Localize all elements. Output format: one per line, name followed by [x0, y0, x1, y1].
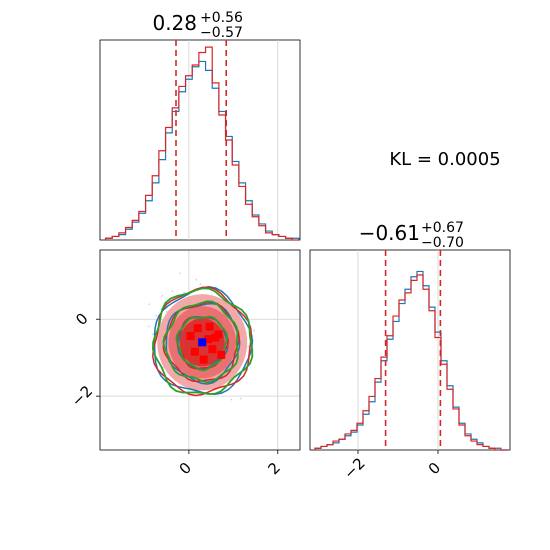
contour-histogram-pixels: [186, 322, 226, 364]
density-pixel-9: [205, 322, 214, 331]
hist-param1-title-median: 0.28: [152, 11, 197, 35]
hist-param1-series: [104, 46, 300, 241]
sample-dot: [195, 278, 198, 281]
contour-x-tick-label-0: 0: [176, 459, 195, 478]
density-pixel-1: [208, 345, 217, 354]
sample-dot: [178, 272, 181, 275]
hist-param1-title-plus: +0.56: [200, 10, 243, 26]
sample-dot: [230, 398, 233, 401]
hist-param1-title-minus: −0.57: [200, 25, 243, 41]
hist-param2-grid: [357, 250, 439, 450]
sample-dot: [148, 325, 150, 328]
sample-dot: [151, 333, 154, 336]
sample-dot: [165, 310, 168, 313]
sample-dot: [171, 290, 174, 293]
sample-dot: [199, 283, 202, 286]
hist-param1-quantile-lines: [175, 40, 228, 240]
hist-param1-frame: [99, 39, 301, 241]
sample-dot: [239, 397, 242, 400]
contour-y-tick-label-0: 0: [72, 309, 91, 328]
density-pixel-4: [193, 324, 202, 333]
hist-series-0-step: [104, 60, 300, 240]
density-pixel-8: [186, 332, 195, 341]
kl-annotation: KL = 0.0005: [389, 149, 500, 170]
sample-dot: [253, 329, 256, 332]
sample-dot: [155, 314, 158, 317]
contour-frame: [99, 249, 301, 451]
x-tick-label-0: −2: [340, 454, 368, 482]
hist-series-0-step: [314, 270, 507, 451]
hist-param2-frame: [309, 249, 511, 451]
contour-line-2-0: [175, 315, 228, 372]
x-tick-label-1: 0: [425, 459, 444, 478]
hist-series-1-step: [314, 274, 507, 451]
density-pixel-0: [190, 347, 199, 356]
hist-param2-series: [314, 270, 507, 451]
density-pixel-5: [211, 333, 220, 342]
contour-x-tick-label-1: 2: [265, 459, 284, 478]
contour-lines: [151, 286, 254, 397]
contour-line-2-1: [162, 300, 239, 384]
sample-dot: [247, 345, 250, 348]
hist-param2-title-minus: −0.70: [421, 235, 464, 251]
hist-param2-panel: −2 0 −0.61 +0.67 −0.70: [309, 220, 511, 483]
contour-line-2-2: [151, 287, 254, 395]
hist-param2-x-ticks: −2 0: [340, 450, 444, 483]
hist-series-1-step: [104, 46, 299, 241]
sample-dot: [148, 303, 151, 306]
peak-pixel: [198, 338, 207, 347]
contour-y-ticks: 0 −2: [68, 309, 100, 410]
density-pixel-2: [204, 335, 213, 344]
contour-y-tick-label-1: −2: [68, 382, 96, 410]
density-pixel-7: [217, 350, 226, 359]
hist-param2-quantile-lines: [384, 250, 442, 450]
hist-param1-panel: 0.28 +0.56 −0.57: [99, 10, 301, 241]
hist-param1-grid: [188, 40, 279, 240]
sample-dot: [161, 294, 164, 297]
hist-param2-title-plus: +0.67: [421, 220, 464, 236]
hist-param2-title-median: −0.61: [359, 221, 420, 245]
density-pixel-6: [199, 355, 208, 364]
